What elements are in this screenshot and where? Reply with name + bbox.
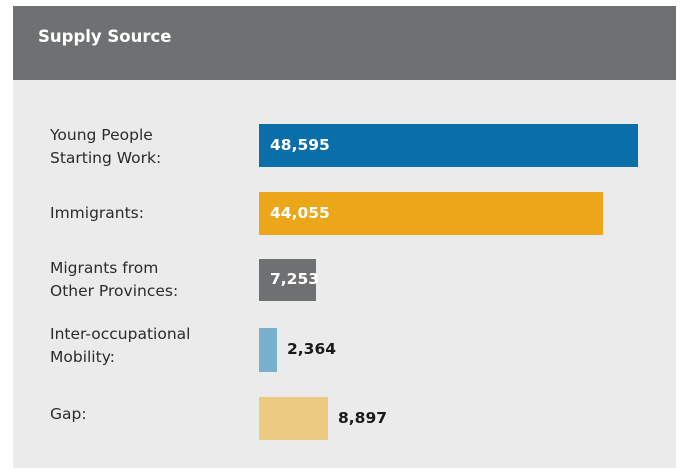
value-label-immigrants: 44,055 [270, 203, 330, 222]
bar-inter-occupational [259, 328, 277, 372]
category-label-line: Other Provinces: [50, 282, 179, 300]
category-label-line: Starting Work: [50, 149, 162, 167]
bar-young-people [259, 124, 638, 167]
category-label-inter-occupational: Inter-occupational Mobility: [50, 323, 240, 369]
category-label-young-people: Young People Starting Work: [50, 124, 240, 170]
category-label-gap: Gap: [50, 403, 240, 426]
value-label-inter-occupational: 2,364 [287, 340, 337, 358]
chart-header [13, 6, 676, 80]
category-label-line: Immigrants: [50, 204, 144, 222]
bar-gap [259, 397, 328, 440]
bar-immigrants [259, 192, 603, 235]
category-label-line: Mobility: [50, 348, 115, 366]
bar-migrants [259, 259, 316, 301]
value-label-gap: 8,897 [338, 408, 388, 427]
category-label-line: Young People [50, 126, 153, 144]
category-label-line: Inter-occupational [50, 325, 191, 343]
category-label-migrants: Migrants from Other Provinces: [50, 257, 240, 303]
category-label-immigrants: Immigrants: [50, 202, 240, 225]
value-label-migrants: 7,253 [270, 270, 320, 288]
category-label-line: Gap: [50, 405, 87, 423]
chart-title: Supply Source [38, 27, 172, 46]
category-label-line: Migrants from [50, 259, 159, 277]
value-label-young-people: 48,595 [270, 135, 330, 154]
chart-card [13, 6, 676, 468]
